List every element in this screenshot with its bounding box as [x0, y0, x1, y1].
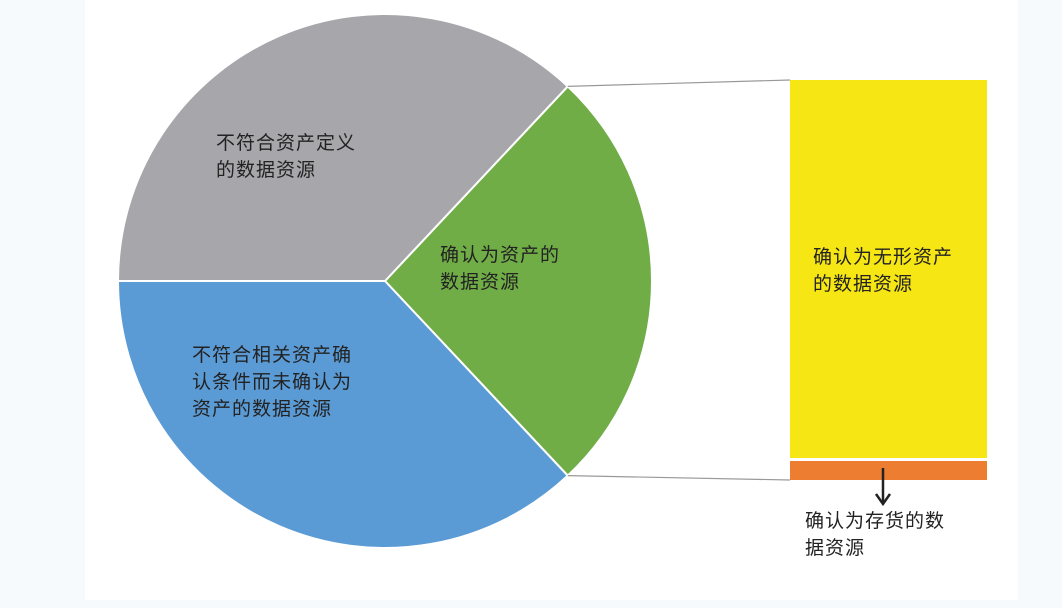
label-inventory: 确认为存货的数 据资源 [805, 508, 945, 562]
pie-slice [383, 84, 653, 478]
label-line: 据资源 [805, 537, 866, 559]
pie-slice [116, 280, 570, 549]
connector-line [567, 475, 791, 481]
label-line: 资产的数据资源 [192, 398, 333, 420]
bar-segment [790, 461, 987, 480]
label-line: 的数据资源 [216, 159, 317, 181]
label-intangible: 确认为无形资产 的数据资源 [813, 244, 953, 298]
arrow-head-icon [874, 493, 892, 507]
label-line: 不符合资产定义 [216, 132, 357, 154]
label-line: 数据资源 [440, 271, 521, 293]
label-line: 的数据资源 [813, 273, 914, 295]
connector-line [567, 79, 791, 87]
label-line: 不符合相关资产确 [192, 344, 353, 366]
label-line: 确认为无形资产 [813, 246, 954, 268]
label-line: 确认为存货的数 [805, 510, 946, 532]
label-line: 认条件而未确认为 [192, 371, 353, 393]
label-recognized-asset: 确认为资产的 数据资源 [440, 242, 560, 296]
label-unrecognized: 不符合相关资产确 认条件而未确认为 资产的数据资源 [192, 342, 352, 423]
label-not-asset: 不符合资产定义 的数据资源 [216, 130, 356, 184]
bar-segment [790, 80, 987, 458]
label-line: 确认为资产的 [440, 244, 561, 266]
pie-slice [116, 13, 570, 282]
